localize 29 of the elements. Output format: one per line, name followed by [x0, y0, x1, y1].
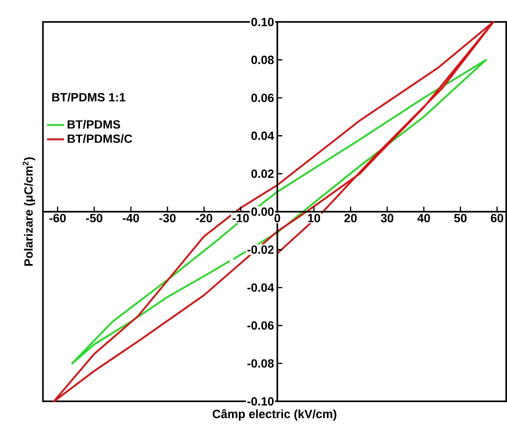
x-tick-label: 10	[308, 214, 320, 222]
x-tick-label: 0	[274, 214, 280, 222]
y-tick-label: 0.02	[251, 169, 274, 178]
x-axis-title: Câmp electric (kV/cm)	[212, 409, 336, 420]
y-tick-label: -0.06	[247, 321, 274, 330]
y-tick-label: 0.00	[251, 207, 274, 216]
x-tick-label: -40	[122, 214, 139, 222]
x-tick-label: 40	[417, 214, 430, 222]
legend-label: BT/PDMS	[68, 120, 120, 129]
x-tick-label: 60	[490, 214, 504, 222]
x-tick-label: -60	[49, 214, 66, 222]
y-tick-label: -0.10	[247, 396, 274, 406]
x-tick-label: 20	[344, 214, 357, 222]
x-tick-label: -50	[86, 214, 102, 222]
y-tick-label: 0.06	[251, 93, 274, 102]
legend-label: BT/PDMS/C	[68, 134, 132, 143]
x-tick-label: 50	[454, 214, 467, 222]
y-axis-title: Polarizare (μC/cm$^{2}$)	[22, 157, 36, 266]
y-tick-label: 0.08	[251, 56, 274, 64]
x-tick-label: 30	[380, 214, 394, 222]
x-tick-label: -10	[232, 214, 249, 222]
y-tick-label: 0.10	[251, 18, 274, 26]
y-tick-label: 0.04	[251, 131, 274, 140]
y-tick-label: -0.08	[247, 359, 274, 368]
x-tick-label: -20	[196, 214, 212, 222]
y-tick-label: -0.04	[247, 283, 274, 292]
legend-title: BT/PDMS 1:1	[52, 92, 126, 102]
x-tick-label: -30	[159, 214, 176, 222]
y-tick-label: -0.02	[247, 245, 274, 254]
